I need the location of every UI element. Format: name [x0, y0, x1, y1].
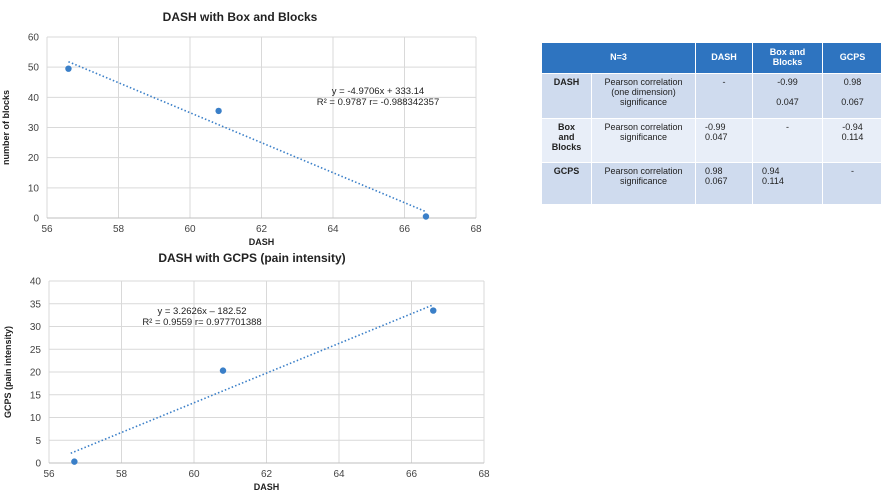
value-cell: -: [753, 119, 823, 163]
y-tick-label: 30: [28, 123, 40, 134]
x-tick-label: 58: [116, 469, 128, 480]
x-tick-label: 58: [113, 224, 125, 235]
row-label: GCPS: [542, 163, 592, 205]
y-tick-label: 5: [35, 436, 41, 447]
y-tick-label: 15: [30, 390, 42, 401]
y-tick-label: 35: [30, 299, 42, 310]
x-axis-title: DASH: [249, 237, 275, 247]
table-row-dash: DASH Pearson correlation (one dimension)…: [542, 74, 881, 119]
x-axis-title: DASH: [254, 482, 280, 492]
chart-2-svg: 0 5 10 15 20 25 30 35 40 56 58 60 62 64 66 68 DASH with …: [0, 248, 500, 492]
value-cell: 0.98 0.067: [823, 74, 881, 119]
y-axis-title: GCPS (pain intensity): [3, 326, 13, 418]
value-cell: 0.94 0.114: [753, 163, 823, 205]
measure-cell: Pearson correlation significance: [592, 119, 696, 163]
x-tick-label: 64: [333, 469, 345, 480]
x-tick-label: 68: [470, 224, 482, 235]
data-point: [215, 108, 221, 114]
correlation-table: N=3 DASH Box and Blocks GCPS DASH Pearso…: [541, 42, 881, 205]
table-row-box-and-blocks: Box and Blocks Pearson correlation signi…: [542, 119, 881, 163]
row-label: DASH: [542, 74, 592, 119]
header-gcps: GCPS: [823, 43, 881, 74]
value-sig: 0.114: [762, 177, 819, 187]
x-tick-label: 68: [478, 469, 490, 480]
value-r: -0.99: [756, 78, 819, 88]
measure-cell: Pearson correlation (one dimension) sign…: [592, 74, 696, 119]
x-tick-label: 62: [256, 224, 268, 235]
value-sig: 0.114: [826, 133, 879, 143]
y-tick-label: 25: [30, 345, 42, 356]
y-tick-label: 30: [30, 322, 42, 333]
measure-line: significance: [595, 177, 692, 187]
data-point: [71, 458, 77, 464]
chart-1-svg: 0 10 20 30 40 50 60 56 58 60 62 64 66 68 DASH with Box…: [0, 0, 500, 250]
y-tick-label: 40: [28, 93, 40, 104]
trendline-r-value: R² = 0.9559 r= 0.977701388: [142, 317, 261, 328]
chart-title: DASH with GCPS (pain intensity): [158, 251, 345, 265]
chart-dash-vs-gcps: 0 5 10 15 20 25 30 35 40 56 58 60 62 64 66 68 DASH with …: [0, 248, 500, 492]
data-point: [65, 65, 71, 71]
value-r: 0.98: [826, 78, 879, 88]
y-axis-title: number of blocks: [1, 90, 11, 165]
x-tick-label: 60: [184, 224, 196, 235]
value-cell: -: [696, 74, 753, 119]
trendline-equation: y = -4.9706x + 333.14: [332, 86, 424, 97]
y-tick-label: 20: [30, 368, 42, 379]
chart-title: DASH with Box and Blocks: [163, 10, 318, 24]
y-tick-label: 10: [28, 183, 40, 194]
value-cell: -0.94 0.114: [823, 119, 881, 163]
header-n: N=3: [542, 43, 696, 74]
trendline-equation: y = 3.2626x – 182.52: [157, 306, 246, 317]
y-tick-label: 10: [30, 413, 42, 424]
value-cell: -: [823, 163, 881, 205]
chart-dash-vs-box-and-blocks: 0 10 20 30 40 50 60 56 58 60 62 64 66 68 DASH with Box…: [0, 0, 500, 250]
table-row-gcps: GCPS Pearson correlation significance 0.…: [542, 163, 881, 205]
measure-cell: Pearson correlation significance: [592, 163, 696, 205]
value-sig: 0.047: [705, 133, 749, 143]
header-dash: DASH: [696, 43, 753, 74]
value-cell: 0.98 0.067: [696, 163, 753, 205]
trendline-r-value: R² = 0.9787 r= -0.988342357: [317, 97, 440, 108]
table-header-row: N=3 DASH Box and Blocks GCPS: [542, 43, 881, 74]
y-tick-label: 40: [30, 277, 42, 288]
trendline: [68, 62, 426, 212]
y-tick-label: 0: [33, 214, 39, 225]
measure-line: significance: [595, 133, 692, 143]
value-sig: 0.067: [826, 98, 879, 108]
x-tick-label: 62: [261, 469, 273, 480]
x-tick-label: 56: [41, 224, 53, 235]
row-label: Box and Blocks: [542, 119, 592, 163]
x-tick-label: 66: [399, 224, 411, 235]
x-tick-label: 60: [188, 469, 200, 480]
x-tick-label: 56: [43, 469, 55, 480]
data-point: [220, 367, 226, 373]
value-cell: -0.99 0.047: [753, 74, 823, 119]
value-sig: 0.047: [756, 98, 819, 108]
y-tick-label: 50: [28, 63, 40, 74]
measure-line: significance: [595, 98, 692, 108]
value-sig: 0.067: [705, 177, 749, 187]
x-tick-label: 66: [406, 469, 418, 480]
data-point: [423, 213, 429, 219]
value-cell: -0.99 0.047: [696, 119, 753, 163]
y-tick-label: 20: [28, 153, 40, 164]
y-tick-label: 0: [35, 459, 41, 470]
y-tick-label: 60: [28, 33, 40, 44]
header-box-and-blocks: Box and Blocks: [753, 43, 823, 74]
data-point: [430, 307, 436, 313]
x-tick-label: 64: [327, 224, 339, 235]
row-label-line: Blocks: [545, 143, 588, 153]
